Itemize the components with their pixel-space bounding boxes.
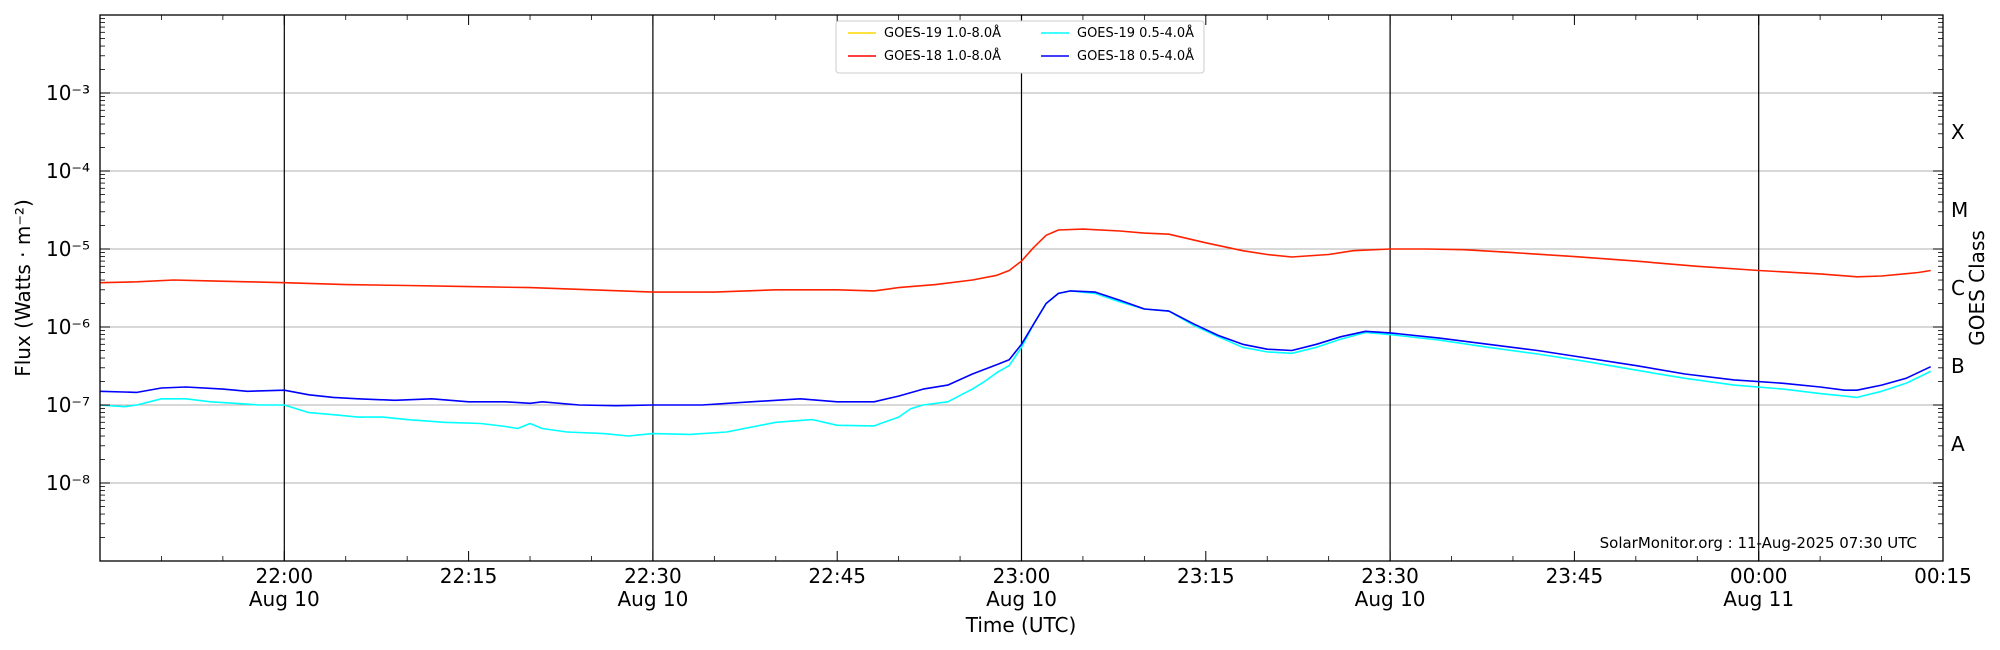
- goes-class-labels: A B C M X: [1951, 120, 1968, 456]
- legend-label: GOES-19 0.5-4.0Å: [1077, 25, 1194, 41]
- legend-box: [835, 20, 1205, 74]
- legend: GOES-19 1.0-8.0Å GOES-19 0.5-4.0Å GOES-18 …: [835, 20, 1205, 74]
- y-axis-right-title: GOES Class: [1965, 230, 1989, 346]
- legend-label: GOES-18 1.0-8.0Å: [884, 48, 1001, 64]
- x-tick-label-date: Aug 10: [617, 587, 688, 611]
- series-line-goes18_short: [99, 290, 1932, 407]
- series-line-goes19_short: [99, 290, 1932, 437]
- x-tick-label-time: 22:30: [624, 564, 682, 588]
- x-tick-label-time: 22:00: [255, 564, 313, 588]
- y-tick-label: 10⁻⁷: [46, 393, 90, 417]
- x-tick-label-date: Aug 10: [1355, 587, 1426, 611]
- y-tick-label: 10⁻⁴: [46, 159, 90, 183]
- goes-class-label: C: [1951, 276, 1965, 300]
- y-tick-label: 10⁻³: [46, 81, 90, 105]
- y-axis-title: Flux (Watts · m⁻²): [11, 199, 35, 377]
- x-tick-label-date: Aug 11: [1723, 587, 1794, 611]
- x-tick-label-date: Aug 10: [249, 587, 320, 611]
- x-tick-label-time: 23:00: [993, 564, 1051, 588]
- x-tick-label-time: 00:00: [1730, 564, 1788, 588]
- x-tick-label-time: 22:45: [808, 564, 866, 588]
- x-tick-label-date: Aug 10: [986, 587, 1057, 611]
- y-tick-label: 10⁻⁵: [46, 237, 90, 261]
- series-lines: [99, 228, 1932, 437]
- vertical-day-lines: [283, 15, 1760, 561]
- x-tick-label-time: 23:15: [1177, 564, 1235, 588]
- legend-label: GOES-19 1.0-8.0Å: [884, 25, 1001, 41]
- series-line-goes18_long: [99, 228, 1931, 293]
- credit-text: SolarMonitor.org : 11-Aug-2025 07:30 UTC: [1600, 534, 1917, 552]
- goes-class-label: M: [1951, 198, 1968, 222]
- y-ticks: 10⁻⁸ 10⁻⁷ 10⁻⁶ 10⁻⁵ 10⁻⁴ 10⁻³: [46, 18, 1943, 538]
- goes-class-label: X: [1951, 120, 1965, 144]
- x-tick-label-time: 23:30: [1361, 564, 1419, 588]
- x-tick-label-time: 00:15: [1914, 564, 1972, 588]
- goes-class-label: A: [1951, 432, 1965, 456]
- goes-class-label: B: [1951, 354, 1965, 378]
- x-axis-title: Time (UTC): [965, 613, 1077, 637]
- y-tick-label: 10⁻⁶: [46, 315, 90, 339]
- x-tick-label-time: 23:45: [1546, 564, 1604, 588]
- x-tick-label-time: 22:15: [440, 564, 498, 588]
- y-tick-label: 10⁻⁸: [46, 471, 90, 495]
- legend-label: GOES-18 0.5-4.0Å: [1077, 48, 1194, 64]
